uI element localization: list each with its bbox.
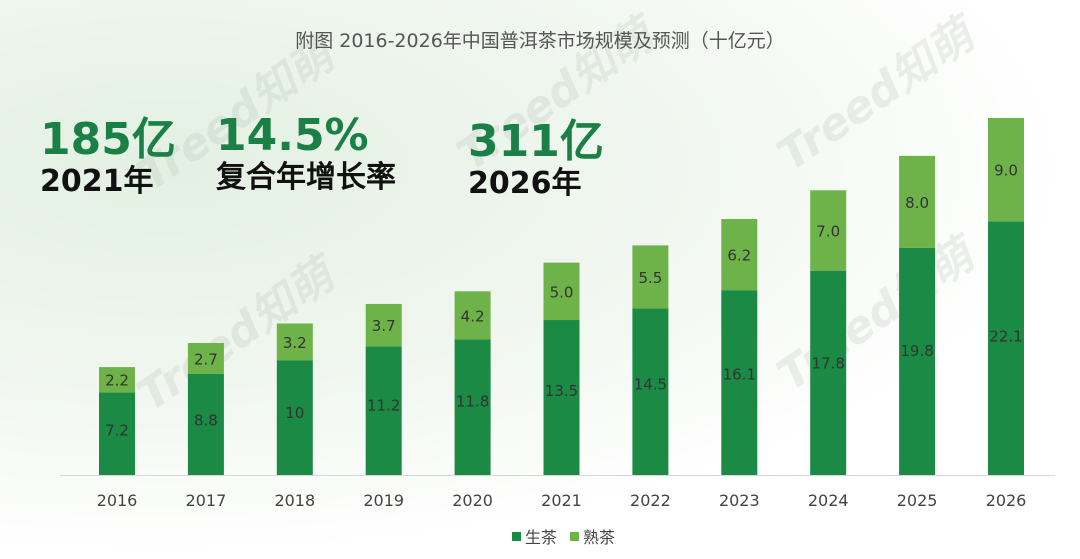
bar-raw-2017 (187, 373, 224, 475)
x-tick-label: 2017 (186, 491, 227, 510)
legend-label: 熟茶 (583, 528, 615, 547)
data-label: 13.5 (545, 382, 578, 400)
data-label: 3.2 (283, 334, 307, 352)
bar-ripe-2016 (99, 367, 135, 393)
bar-ripe-2023 (721, 218, 758, 291)
data-label: 17.8 (811, 355, 844, 373)
highlight-cagr: 14.5% 复合年增长率 (216, 112, 396, 196)
highlight-value: 185亿 (40, 114, 176, 165)
data-label: 7.2 (105, 422, 129, 440)
x-tick-label: 2023 (719, 491, 760, 510)
highlight-value: 14.5% (216, 110, 369, 161)
data-label: 2.2 (105, 372, 129, 390)
bar-raw-2021 (543, 320, 580, 475)
highlight-2026: 311亿 2026年 (468, 118, 604, 202)
x-tick-label: 2018 (274, 491, 315, 510)
bar-raw-2022 (632, 308, 669, 475)
highlight-2021: 185亿 2021年 (40, 116, 176, 200)
x-tick-label: 2022 (630, 491, 671, 510)
bar-ripe-2021 (543, 262, 580, 321)
highlight-label: 复合年增长率 (216, 160, 396, 195)
bar-ripe-2020 (454, 291, 491, 340)
legend-swatch (512, 532, 521, 541)
data-label: 5.5 (638, 269, 662, 287)
x-tick-label: 2020 (452, 491, 493, 510)
bar-raw-2024 (810, 270, 847, 475)
highlight-label: 2021年 (40, 164, 154, 199)
x-tick-label: 2025 (897, 491, 938, 510)
bar-raw-2016 (99, 392, 135, 475)
bar-ripe-2018 (276, 323, 313, 361)
data-label: 8.8 (194, 411, 218, 429)
bar-raw-2023 (721, 290, 758, 475)
data-label: 8.0 (905, 194, 929, 212)
data-label: 4.2 (461, 307, 485, 325)
data-label: 19.8 (900, 342, 933, 360)
bar-ripe-2026 (988, 117, 1024, 222)
bar-raw-2025 (899, 247, 936, 475)
bar-raw-2019 (365, 346, 402, 475)
x-tick-label: 2026 (986, 491, 1027, 510)
data-label: 11.2 (367, 396, 400, 414)
x-tick-label: 2016 (97, 491, 138, 510)
data-label: 2.7 (194, 350, 218, 368)
x-tick-label: 2021 (541, 491, 582, 510)
chart-title: 附图 2016-2026年中国普洱茶市场规模及预测（十亿元） (295, 30, 785, 52)
bar-ripe-2025 (899, 155, 936, 248)
bar-ripe-2024 (810, 190, 847, 271)
bar-raw-2018 (276, 360, 313, 475)
data-label: 11.8 (456, 392, 489, 410)
highlight-label: 2026年 (468, 166, 582, 201)
data-label: 9.0 (994, 162, 1018, 180)
bar-raw-2026 (988, 221, 1024, 475)
legend-label: 生茶 (525, 528, 557, 547)
x-tick-label: 2019 (363, 491, 404, 510)
highlight-value: 311亿 (468, 116, 604, 167)
data-label: 10 (285, 404, 304, 422)
x-tick-label: 2024 (808, 491, 849, 510)
bar-ripe-2019 (365, 303, 402, 347)
data-label: 16.1 (723, 365, 756, 383)
data-label: 5.0 (550, 283, 574, 301)
bar-raw-2020 (454, 339, 491, 475)
data-label: 6.2 (727, 247, 751, 265)
data-label: 22.1 (989, 327, 1022, 345)
data-label: 7.0 (816, 222, 840, 240)
legend-swatch (570, 532, 579, 541)
bar-ripe-2017 (187, 342, 224, 374)
data-label: 3.7 (372, 317, 396, 335)
bar-ripe-2022 (632, 245, 669, 309)
data-label: 14.5 (634, 375, 667, 393)
